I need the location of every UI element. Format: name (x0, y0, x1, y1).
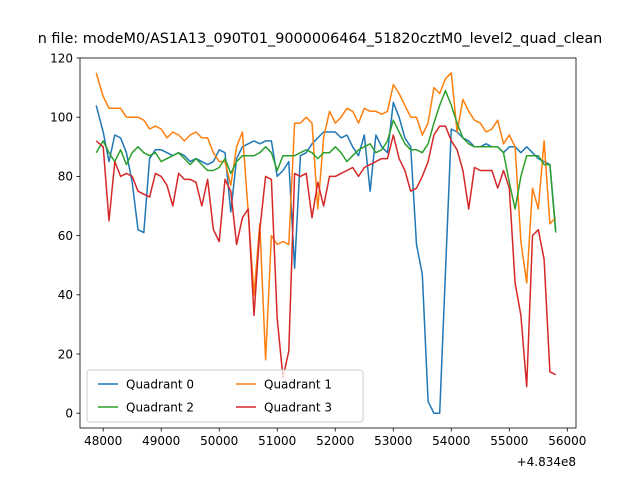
x-tick-label: 53000 (374, 434, 412, 448)
y-axis-ticks: 0 20 40 60 80 100 120 (50, 51, 80, 421)
legend: Quadrant 0 Quadrant 1 Quadrant 2 Quadrant 3 (86, 369, 364, 423)
chart-title: n file: modeM0/AS1A13_090T01_9000006464_… (38, 31, 603, 47)
series-line-quadrant-0 (95, 101, 557, 414)
x-tick-label: 48000 (84, 434, 122, 448)
x-axis-offset-label: +4.834e8 (517, 455, 576, 469)
legend-label: Quadrant 1 (264, 377, 332, 391)
x-tick-label: 52000 (316, 434, 354, 448)
series-line-quadrant-2 (95, 89, 557, 233)
x-tick-label: 49000 (142, 434, 180, 448)
x-tick-label: 56000 (548, 434, 586, 448)
y-tick-label: 100 (50, 111, 73, 125)
series-line-quadrant-3 (95, 125, 557, 388)
x-tick-label: 50000 (200, 434, 238, 448)
legend-label: Quadrant 3 (264, 400, 332, 414)
y-tick-label: 120 (50, 51, 73, 65)
series-line-quadrant-1 (95, 72, 557, 361)
y-tick-label: 20 (58, 347, 73, 361)
x-tick-label: 54000 (432, 434, 470, 448)
x-tick-label: 51000 (258, 434, 296, 448)
x-axis-ticks: 48000 49000 50000 51000 52000 53000 54000 55000… (84, 428, 586, 448)
y-tick-label: 80 (58, 170, 73, 184)
series-lines (95, 72, 557, 414)
y-tick-label: 60 (58, 229, 73, 243)
legend-label: Quadrant 0 (126, 377, 194, 391)
legend-box (86, 369, 364, 423)
y-tick-label: 0 (65, 407, 73, 421)
plot-area-frame (79, 57, 577, 429)
y-tick-label: 40 (58, 288, 73, 302)
legend-label: Quadrant 2 (126, 400, 194, 414)
x-tick-label: 55000 (490, 434, 528, 448)
